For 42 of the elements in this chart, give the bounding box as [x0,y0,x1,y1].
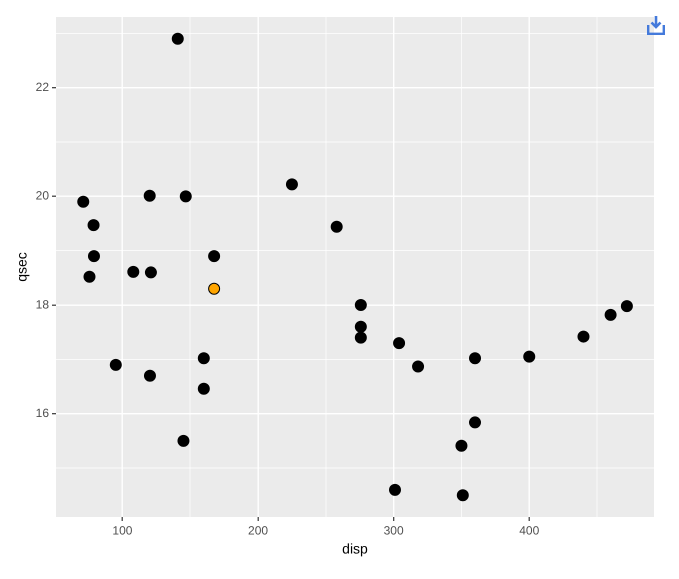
x-tick-label: 200 [248,524,268,538]
point [144,190,156,202]
point [144,370,156,382]
y-tick-label: 20 [36,188,50,203]
point [604,308,617,321]
point [198,382,210,395]
point [330,220,343,233]
y-tick-label: 16 [36,406,50,420]
point [577,330,590,343]
point [110,358,122,371]
x-axis-title: disp [342,540,368,556]
point [389,484,402,496]
point [172,32,184,45]
point [198,352,210,364]
point [523,350,536,363]
y-axis-title: qsec [13,252,30,282]
point [286,178,298,190]
point [144,266,157,278]
point [393,337,406,350]
point [208,250,220,262]
y-tick-label: 18 [36,297,50,312]
point [208,282,220,295]
point [354,299,367,312]
point [412,360,424,372]
point [177,434,190,447]
point [88,219,100,232]
point [456,489,469,502]
x-tick-label: 400 [519,524,540,538]
x-tick-label: 100 [112,524,133,538]
point [127,266,140,278]
point [354,332,367,344]
point [469,352,482,364]
point [620,300,633,312]
point [83,270,96,283]
point [180,190,192,202]
point [455,440,468,452]
point [88,250,100,262]
point [354,320,367,333]
point [77,196,90,208]
point [469,416,482,428]
y-tick-label: 22 [36,80,50,94]
x-tick-label: 300 [384,524,404,538]
